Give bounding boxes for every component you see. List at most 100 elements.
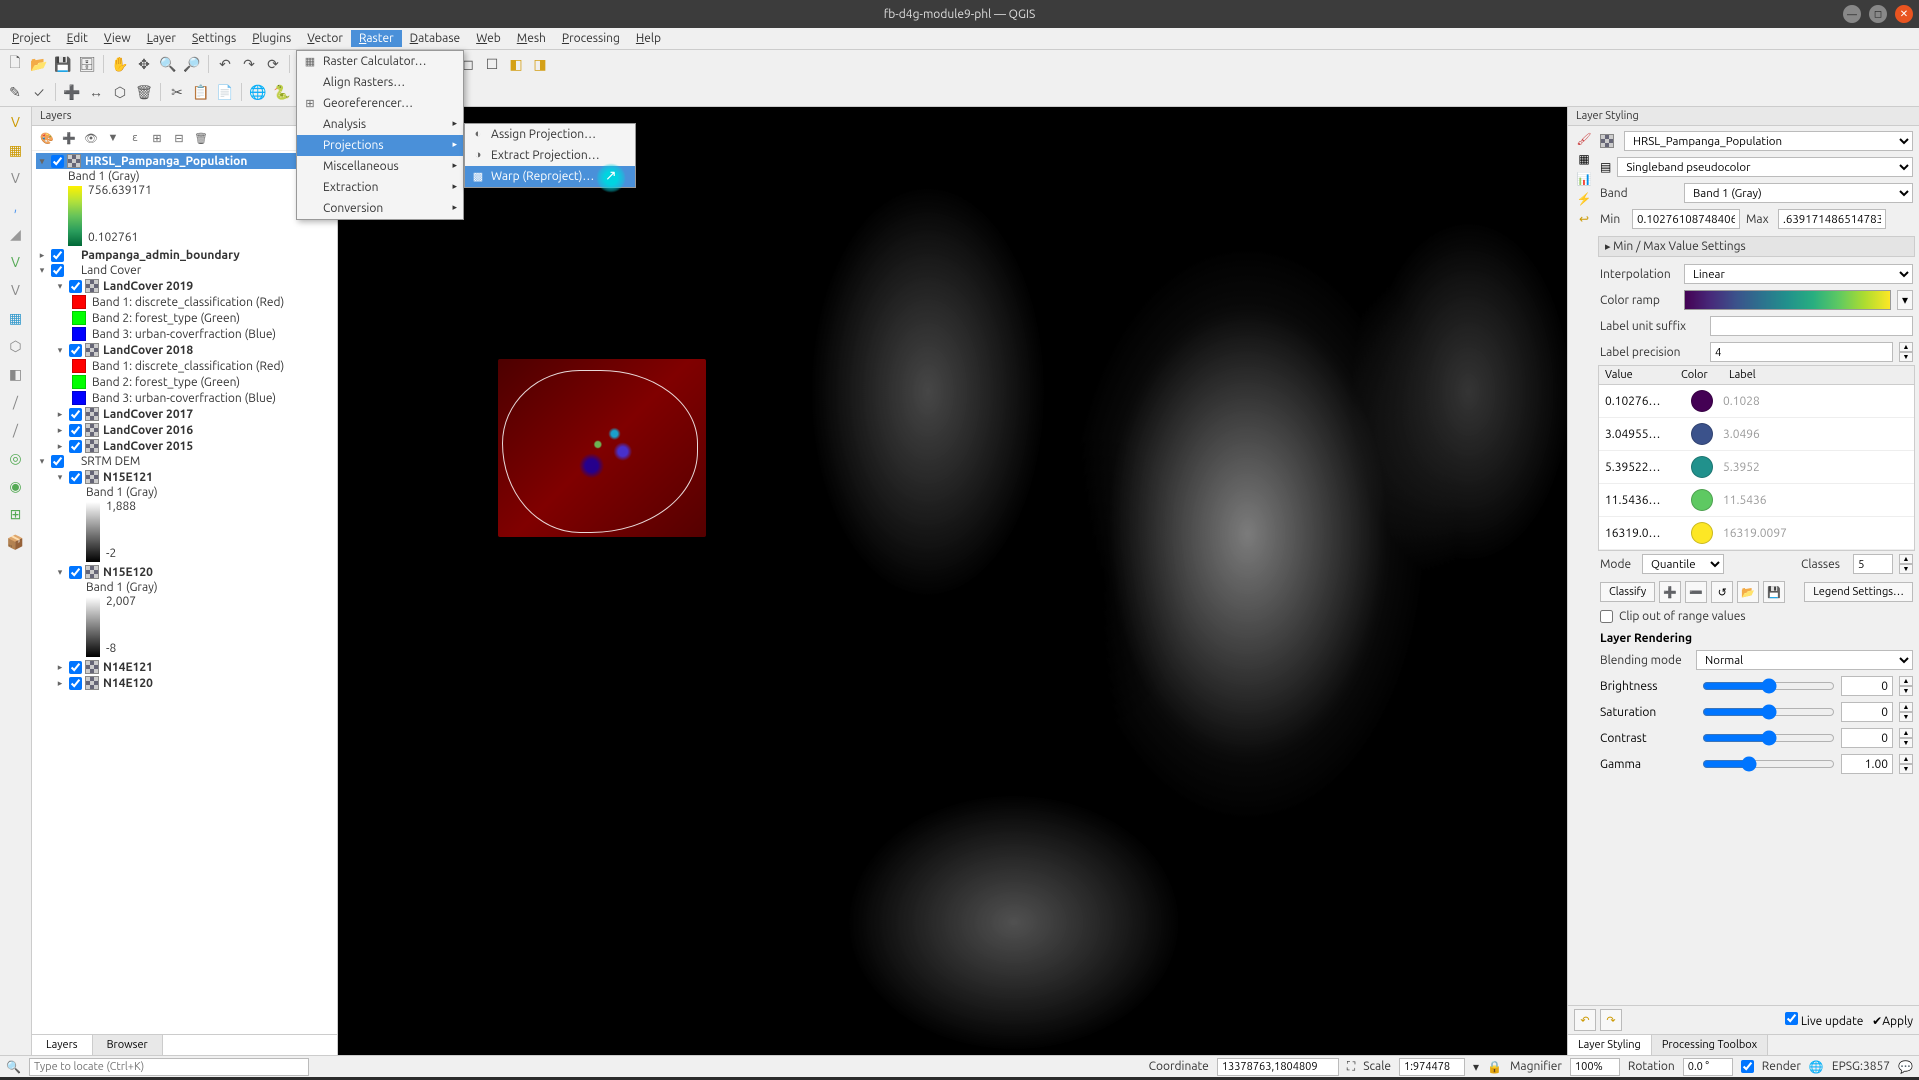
crs-icon[interactable]: 🌐 [1809, 1060, 1824, 1074]
prec-down[interactable]: ▼ [1899, 352, 1913, 362]
precision-input[interactable] [1710, 342, 1893, 362]
menu-help[interactable]: Help [628, 30, 669, 47]
classes-down[interactable]: ▼ [1899, 564, 1913, 574]
open-project-icon[interactable]: 📂 [28, 53, 50, 75]
layers-style-icon[interactable]: 🎨 [38, 129, 56, 147]
contrast-slider[interactable] [1702, 730, 1835, 746]
pan-selection-icon[interactable]: ✥ [133, 53, 155, 75]
save-project-icon[interactable]: 💾 [52, 53, 74, 75]
pan-icon[interactable]: ✋ [109, 53, 131, 75]
save-as-icon[interactable]: 🗄 [76, 53, 98, 75]
tab-browser[interactable]: Browser [93, 1035, 163, 1055]
crs-label[interactable]: EPSG:3857 [1832, 1060, 1890, 1073]
move-feature-icon[interactable]: ↔ [85, 81, 107, 103]
history-tab-icon[interactable]: ↩ [1579, 212, 1589, 226]
layer-row[interactable]: Band 2: forest_type (Green) [36, 310, 333, 326]
layer-row[interactable]: Band 3: urban-coverfraction (Blue) [36, 326, 333, 342]
layers-filter-icon[interactable]: ▼ [104, 129, 122, 147]
clip-checkbox[interactable] [1600, 610, 1613, 623]
classes-input[interactable] [1853, 554, 1893, 574]
layer-row[interactable]: Band 1 (Gray) [36, 485, 333, 500]
submenu-item-warp--reproject--[interactable]: ▩Warp (Reproject)… [465, 166, 635, 187]
remove-class-button[interactable]: ➖ [1685, 581, 1707, 603]
scale-input[interactable] [1399, 1058, 1465, 1076]
apply-button[interactable]: Apply [1882, 1015, 1913, 1028]
submenu-item-assign-projection-[interactable]: ◐Assign Projection… [465, 124, 635, 145]
deselect-icon[interactable]: ☐ [481, 53, 503, 75]
layer-row[interactable]: ▾LandCover 2019 [36, 278, 333, 294]
legend-settings-button[interactable]: Legend Settings… [1804, 582, 1913, 602]
map-canvas[interactable] [338, 107, 1567, 1055]
suffix-input[interactable] [1710, 316, 1913, 336]
menu-layer[interactable]: Layer [139, 30, 184, 47]
extents-icon[interactable]: ⛶ [1347, 1060, 1355, 1074]
layers-tree[interactable]: ▾HRSL_Pampanga_PopulationBand 1 (Gray)75… [32, 151, 337, 1034]
layer-add-icon[interactable]: ◨ [529, 53, 551, 75]
max-input[interactable] [1778, 209, 1886, 229]
add-postgis-icon[interactable]: ▦ [5, 307, 27, 329]
menu-web[interactable]: Web [468, 30, 509, 47]
menu-item-raster-calculator-[interactable]: ▦Raster Calculator… [297, 51, 463, 72]
zoom-out-icon[interactable]: 🔎 [181, 53, 203, 75]
refresh-icon[interactable]: ⟳ [262, 53, 284, 75]
layer-row[interactable]: Band 1 (Gray) [36, 169, 333, 184]
saturation-slider[interactable] [1702, 704, 1835, 720]
package-icon[interactable]: 📦 [5, 531, 27, 553]
coord-input[interactable] [1217, 1058, 1339, 1076]
copy-icon[interactable]: 📋 [190, 81, 212, 103]
open-classes-button[interactable]: 📂 [1737, 581, 1759, 603]
add-sld-icon[interactable]: ◢ [5, 223, 27, 245]
menu-project[interactable]: Project [4, 30, 59, 47]
window-close-button[interactable]: ✕ [1895, 5, 1913, 23]
virtual-layer-icon[interactable]: ◧ [5, 363, 27, 385]
layers-expand-icon[interactable]: ⊞ [148, 129, 166, 147]
live-update-checkbox[interactable] [1785, 1012, 1798, 1025]
layer-row[interactable]: Band 1: discrete_classification (Red) [36, 294, 333, 310]
color-ramp[interactable] [1684, 290, 1891, 310]
brightness-slider[interactable] [1702, 678, 1835, 694]
saturation-value[interactable] [1841, 702, 1893, 722]
db-icon[interactable]: / [5, 391, 27, 413]
add-spatialite-icon[interactable]: ⬡ [5, 335, 27, 357]
magnifier-input[interactable] [1570, 1058, 1620, 1076]
layer-row[interactable]: ▾N15E121 [36, 469, 333, 485]
layer-row[interactable]: ▾Land Cover [36, 263, 333, 278]
cut-icon[interactable]: ✂ [166, 81, 188, 103]
color-table-row[interactable]: 0.10276…0.1028 [1599, 385, 1914, 418]
layer-row[interactable]: ▸N14E121 [36, 659, 333, 675]
layer-row[interactable]: ▾HRSL_Pampanga_Population [36, 153, 333, 169]
menu-item-projections[interactable]: Projections▸ [297, 135, 463, 156]
layer-row[interactable]: ▾N15E120 [36, 564, 333, 580]
menu-edit[interactable]: Edit [59, 30, 96, 47]
menu-view[interactable]: View [96, 30, 139, 47]
menu-settings[interactable]: Settings [184, 30, 244, 47]
window-minimize-button[interactable]: — [1843, 5, 1861, 23]
undo-style-button[interactable]: ↶ [1574, 1009, 1596, 1031]
rotation-input[interactable] [1683, 1058, 1733, 1076]
tab-layers[interactable]: Layers [32, 1035, 93, 1055]
symbology-tab-icon[interactable]: 🖌 [1576, 132, 1591, 146]
save-classes-button[interactable]: 💾 [1763, 581, 1785, 603]
band-select[interactable]: Band 1 (Gray) [1684, 183, 1913, 203]
add-wms-icon[interactable]: V [5, 251, 27, 273]
tile-icon[interactable]: ⊞ [5, 503, 27, 525]
window-maximize-button[interactable]: ◻ [1869, 5, 1887, 23]
menu-mesh[interactable]: Mesh [509, 30, 554, 47]
interp-select[interactable]: Linear [1684, 264, 1913, 284]
color-table-row[interactable]: 11.5436…11.5436 [1599, 484, 1914, 517]
menu-item-conversion[interactable]: Conversion▸ [297, 198, 463, 219]
brightness-value[interactable] [1841, 676, 1893, 696]
minmax-section[interactable]: ▸ Min / Max Value Settings [1598, 236, 1915, 257]
python-icon[interactable]: 🐍 [271, 81, 293, 103]
menu-item-extraction[interactable]: Extraction▸ [297, 177, 463, 198]
prec-up[interactable]: ▲ [1899, 342, 1913, 352]
layers-add-group-icon[interactable]: ➕ [60, 129, 78, 147]
tab-layer-styling[interactable]: Layer Styling [1568, 1035, 1652, 1055]
messages-icon[interactable]: 💬 [1898, 1060, 1913, 1074]
layer-row[interactable]: ▾SRTM DEM [36, 454, 333, 469]
menu-vector[interactable]: Vector [299, 30, 351, 47]
ramp-dropdown-icon[interactable]: ▾ [1897, 290, 1913, 310]
node-tool-icon[interactable]: ⬡ [109, 81, 131, 103]
menu-raster[interactable]: Raster [351, 30, 402, 47]
globe-icon[interactable]: 🌐 [247, 81, 269, 103]
